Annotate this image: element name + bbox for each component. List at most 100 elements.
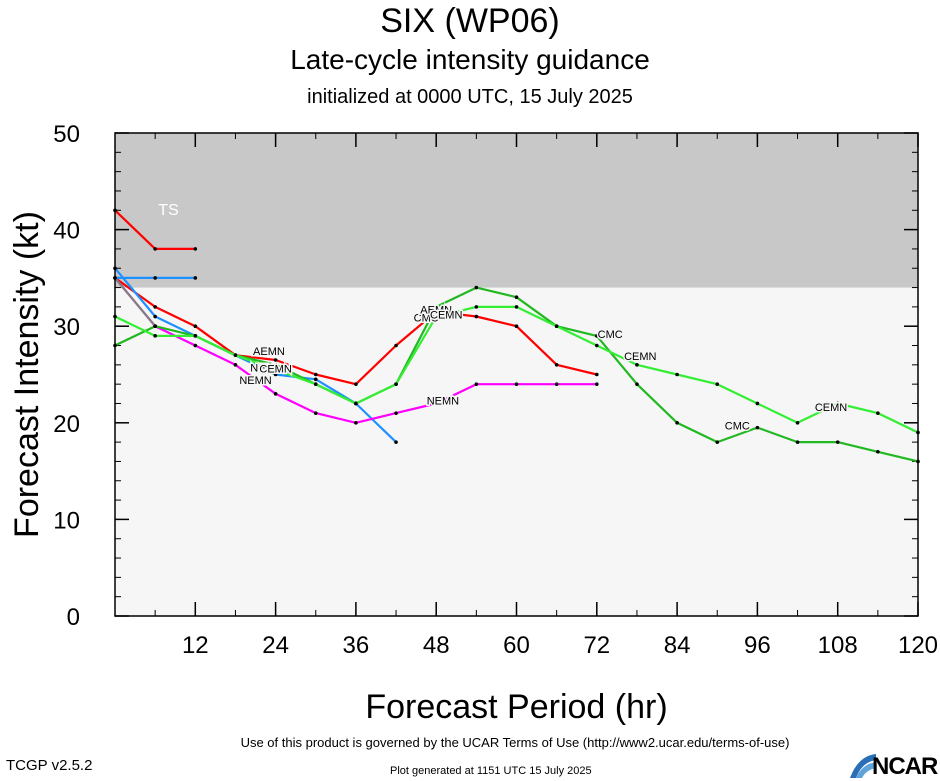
x-tick-label: 48 [423, 632, 450, 659]
data-point [434, 401, 439, 406]
y-axis-title: Forecast Intensity (kt) [8, 211, 46, 538]
x-tick-label: 60 [503, 632, 530, 659]
data-point [394, 440, 398, 444]
data-point [474, 305, 479, 309]
data-point [595, 343, 599, 348]
data-point [153, 324, 157, 329]
data-point [554, 363, 559, 367]
series-inline-label: CEMN [624, 351, 656, 363]
data-point [795, 440, 800, 444]
series-inline-label: CEMN [430, 309, 462, 321]
series-inline-label: CMC [598, 329, 623, 341]
data-point [193, 324, 198, 329]
data-point [514, 305, 519, 309]
data-point [595, 334, 599, 338]
data-point [394, 343, 398, 348]
data-point [273, 363, 278, 367]
series-inline-label: NGX [250, 363, 275, 375]
data-point [273, 367, 278, 372]
data-point [434, 314, 439, 319]
data-point [273, 358, 278, 362]
x-tick-label: 36 [343, 632, 370, 659]
data-point [474, 382, 479, 386]
data-point [193, 343, 198, 348]
series-inline-label: CEMN [259, 364, 291, 376]
data-point [554, 382, 559, 386]
data-point [675, 372, 679, 377]
x-tick-label: 96 [744, 632, 771, 659]
version-label: TCGP v2.5.2 [6, 757, 93, 774]
data-point [795, 421, 800, 425]
data-point [354, 421, 358, 425]
data-point [394, 382, 398, 386]
data-point [354, 401, 358, 406]
terms-of-use-notice: Use of this product is governed by the U… [240, 735, 790, 750]
data-point [193, 334, 198, 338]
generated-timestamp: Plot generated at 1151 UTC 15 July 2025 [390, 765, 592, 777]
x-axis-title: Forecast Period (hr) [365, 688, 667, 726]
data-point [474, 285, 479, 290]
y-tick-label: 40 [53, 218, 80, 245]
data-point [675, 421, 679, 425]
series-inline-label: CMC [414, 312, 439, 324]
data-point [715, 440, 720, 444]
data-point [153, 276, 157, 280]
data-point [514, 295, 519, 300]
x-tick-label: 108 [818, 632, 858, 659]
data-point [876, 449, 880, 454]
intensity-chart: TS 12 24 36 48 60 72 84 96 108 120 0 10 20 30 40 50 AEMN N… [8, 121, 938, 726]
series-inline-label: NEMN [427, 395, 459, 407]
ncar-logo-text: NCAR [872, 753, 938, 780]
ts-shaded-region [115, 133, 918, 288]
chart-init-time: initialized at 0000 UTC, 15 July 2025 [307, 86, 633, 108]
data-point [313, 372, 318, 377]
x-tick-label: 12 [182, 632, 209, 659]
data-point [313, 411, 318, 415]
data-point [514, 324, 519, 329]
y-tick-label: 0 [67, 604, 80, 631]
y-tick-label: 10 [53, 507, 80, 534]
series-inline-label: CMC [725, 421, 750, 433]
data-point [474, 314, 479, 319]
series-inline-label: AEMN [420, 305, 452, 317]
data-point [153, 247, 157, 251]
unlabeled-series-line [115, 277, 157, 327]
data-point [193, 247, 198, 251]
data-point [755, 401, 760, 406]
series-inline-label: AEMN [253, 346, 285, 358]
data-point [354, 382, 358, 386]
x-tick-label: 72 [583, 632, 610, 659]
data-point [193, 276, 198, 280]
data-point [153, 314, 157, 319]
ts-region-label: TS [158, 202, 178, 219]
data-point [554, 324, 559, 329]
data-point [715, 382, 720, 386]
data-point [273, 372, 278, 377]
data-point [233, 353, 238, 357]
y-tick-label: 20 [53, 411, 80, 438]
y-tick-label: 50 [53, 121, 80, 148]
data-point [635, 382, 639, 386]
chart-title: SIX (WP06) [380, 2, 560, 40]
data-point [313, 382, 318, 386]
data-point [835, 401, 840, 406]
chart-subtitle: Late-cycle intensity guidance [290, 44, 650, 75]
ncar-logo: NCAR [848, 752, 940, 780]
data-point [153, 305, 157, 309]
data-point [635, 363, 639, 367]
series-inline-label: CEMN [815, 402, 847, 414]
x-tick-label: 24 [262, 632, 289, 659]
data-point [434, 305, 439, 309]
data-point [876, 411, 880, 415]
plot-frame [114, 132, 919, 617]
data-point [153, 334, 157, 338]
x-tick-label: 120 [898, 632, 938, 659]
data-point [595, 372, 599, 377]
data-point [394, 411, 398, 415]
data-point [595, 382, 599, 386]
data-point [755, 425, 760, 430]
data-point [233, 363, 238, 367]
series-inline-label: NEMN [239, 375, 271, 387]
data-point [273, 392, 278, 396]
y-tick-label: 30 [53, 314, 80, 341]
